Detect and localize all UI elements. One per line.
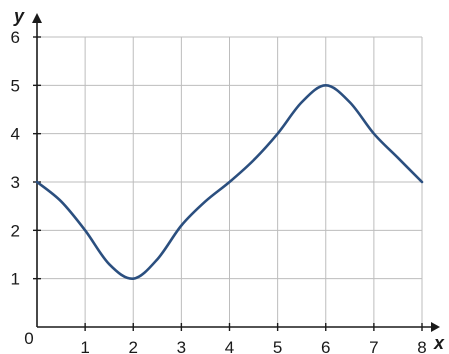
x-tick-label: 5: [273, 338, 282, 354]
y-axis-arrow-icon: [32, 13, 42, 23]
x-tick-label: 1: [80, 338, 89, 354]
y-tick-label: 6: [11, 28, 20, 47]
y-tick-label: 5: [11, 76, 20, 95]
x-axis-label: x: [433, 333, 445, 353]
x-tick-label: 3: [177, 338, 186, 354]
x-tick-label: 4: [225, 338, 234, 354]
y-axis-label: y: [13, 6, 25, 26]
series-line: [35, 84, 424, 280]
x-tick-label: 0: [24, 329, 33, 348]
tick-labels: 0 1 2 3 4 5 6 7 8 1 2 3 4 5 6: [11, 28, 427, 354]
y-tick-label: 4: [11, 125, 20, 144]
y-tick-label: 1: [11, 270, 20, 289]
y-tick-label: 2: [11, 221, 20, 240]
axes: [32, 13, 440, 332]
x-tick-label: 6: [321, 338, 330, 354]
y-tick-label: 3: [11, 173, 20, 192]
x-tick-label: 2: [129, 338, 138, 354]
x-tick-label: 7: [369, 338, 378, 354]
grid-lines: [37, 36, 423, 327]
x-axis-arrow-icon: [431, 322, 440, 332]
series-group: [35, 84, 424, 280]
x-tick-label: 8: [417, 338, 426, 354]
